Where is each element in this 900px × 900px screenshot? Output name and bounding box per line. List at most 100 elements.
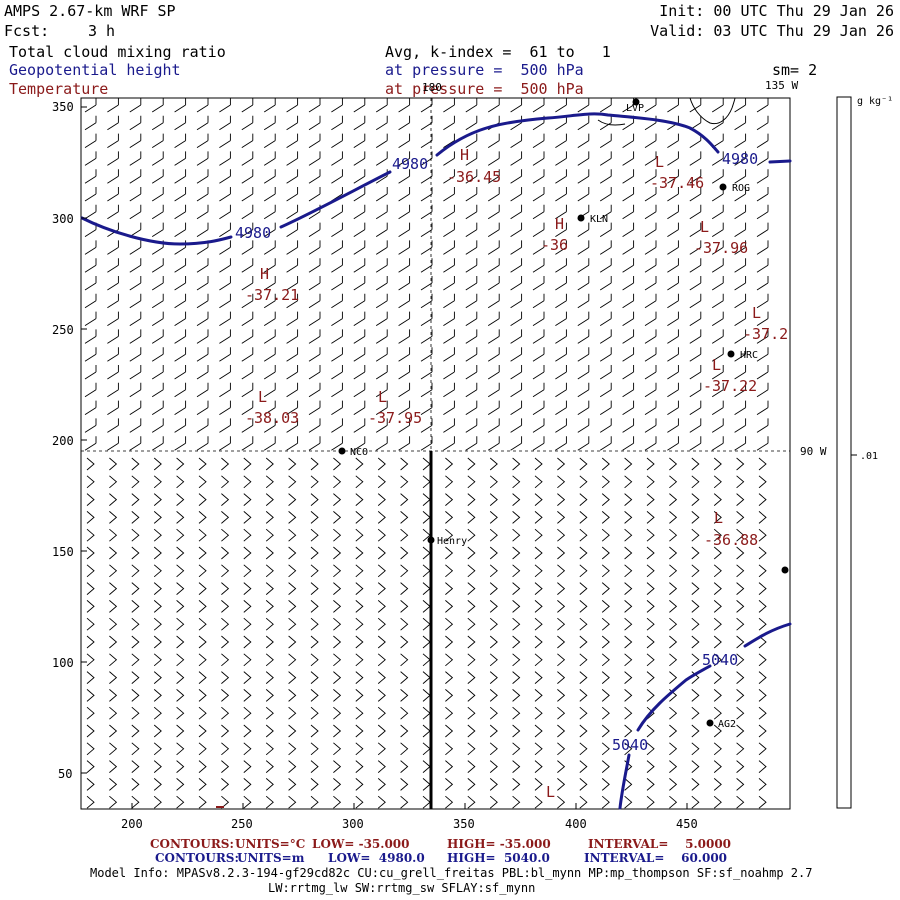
wind-barb — [579, 511, 588, 524]
wind-barb — [557, 706, 566, 720]
wind-barb — [355, 760, 364, 773]
wind-barb — [758, 635, 767, 649]
wind-barb — [375, 258, 388, 273]
wind-barb — [758, 493, 767, 506]
wind-barb — [758, 511, 767, 524]
wind-barb — [624, 564, 633, 578]
wind-barb — [689, 276, 702, 291]
wind-barb — [734, 293, 747, 309]
wind-barb — [310, 475, 319, 489]
wind-barb — [624, 457, 633, 471]
wind-barb — [86, 564, 95, 578]
wind-barb — [129, 258, 142, 273]
wind-barb — [131, 653, 140, 667]
wind-barb — [557, 511, 566, 524]
wind-barb — [331, 98, 343, 113]
wind-barb — [713, 511, 722, 524]
wind-barb — [669, 582, 678, 595]
wind-barb — [510, 240, 523, 255]
wind-barb — [288, 778, 297, 791]
wind-barb — [756, 204, 769, 220]
wind-barb — [487, 98, 500, 113]
temp-contours-units: UNITS=°C — [235, 837, 306, 851]
wind-barb — [196, 418, 209, 433]
wind-barb — [644, 258, 657, 273]
wind-barb — [176, 671, 185, 684]
wind-barb — [129, 400, 142, 415]
wind-barb — [129, 115, 142, 131]
wind-barb — [422, 778, 431, 791]
wind-barb — [263, 276, 276, 291]
wind-barb — [219, 382, 231, 398]
wind-barb — [355, 564, 364, 578]
wind-barb — [422, 617, 431, 631]
wind-barb — [534, 653, 543, 667]
wind-barb — [353, 347, 366, 362]
wind-barb — [734, 133, 747, 148]
x-tick-label: 350 — [453, 817, 475, 831]
wind-barb — [667, 347, 679, 362]
wind-barb — [646, 528, 655, 542]
wind-barb — [84, 436, 97, 451]
wind-barb — [756, 258, 769, 273]
wind-barb — [465, 187, 478, 202]
wind-barb — [601, 617, 610, 631]
wind-barb — [353, 169, 366, 184]
wind-barb — [532, 418, 545, 433]
wind-barb — [241, 115, 254, 131]
wind-barb — [377, 671, 386, 684]
wind-barb — [713, 671, 722, 684]
wind-barb — [355, 511, 364, 524]
field-cloud-mixing-ratio: Total cloud mixing ratio — [9, 43, 226, 61]
wind-barb — [510, 204, 523, 220]
wind-barb — [555, 169, 567, 184]
wind-barb — [599, 204, 612, 220]
wind-barb — [286, 382, 299, 398]
wind-barb — [467, 778, 476, 791]
wind-barb — [243, 671, 252, 684]
wind-barb — [310, 493, 319, 506]
wind-barb — [711, 400, 724, 415]
wind-barb — [286, 187, 299, 202]
wind-barb — [420, 151, 433, 166]
wind-barb — [622, 347, 635, 362]
wind-barb — [333, 493, 342, 506]
wind-barb — [534, 635, 543, 649]
wind-barb — [131, 635, 140, 649]
wind-barb — [286, 151, 299, 166]
wind-barb — [711, 293, 724, 309]
wind-barb — [131, 742, 140, 756]
wind-barb — [219, 204, 231, 220]
height-contours-units: UNITS=m — [237, 851, 305, 865]
wind-barb — [420, 311, 433, 326]
wind-barb — [176, 653, 185, 667]
wind-barb — [445, 689, 454, 702]
wind-barb — [131, 493, 140, 506]
wind-barb — [333, 689, 342, 702]
station-dot — [727, 350, 735, 358]
wind-barb — [86, 635, 95, 649]
wind-barb — [736, 760, 745, 773]
wind-barb — [398, 98, 411, 113]
wind-barb — [288, 564, 297, 578]
wind-barb — [107, 151, 119, 166]
wind-barb — [241, 311, 254, 326]
wind-barb — [176, 795, 185, 809]
wind-barb — [622, 311, 635, 326]
colorbar-tick-label: .01 — [860, 451, 878, 462]
wind-barb — [308, 276, 321, 291]
wind-barb — [174, 151, 187, 166]
wind-barb — [689, 418, 702, 433]
wind-barb — [669, 475, 678, 489]
wind-barb — [219, 436, 231, 451]
wind-barb — [422, 564, 431, 578]
wind-barb — [691, 564, 700, 578]
wind-barb — [219, 133, 231, 148]
wind-barb — [355, 689, 364, 702]
wind-barb — [756, 115, 769, 131]
wind-barb — [398, 418, 411, 433]
wind-barb — [265, 635, 274, 649]
wind-barb — [734, 329, 747, 344]
height-label: 5040 — [702, 651, 738, 669]
wind-barb — [176, 724, 185, 738]
